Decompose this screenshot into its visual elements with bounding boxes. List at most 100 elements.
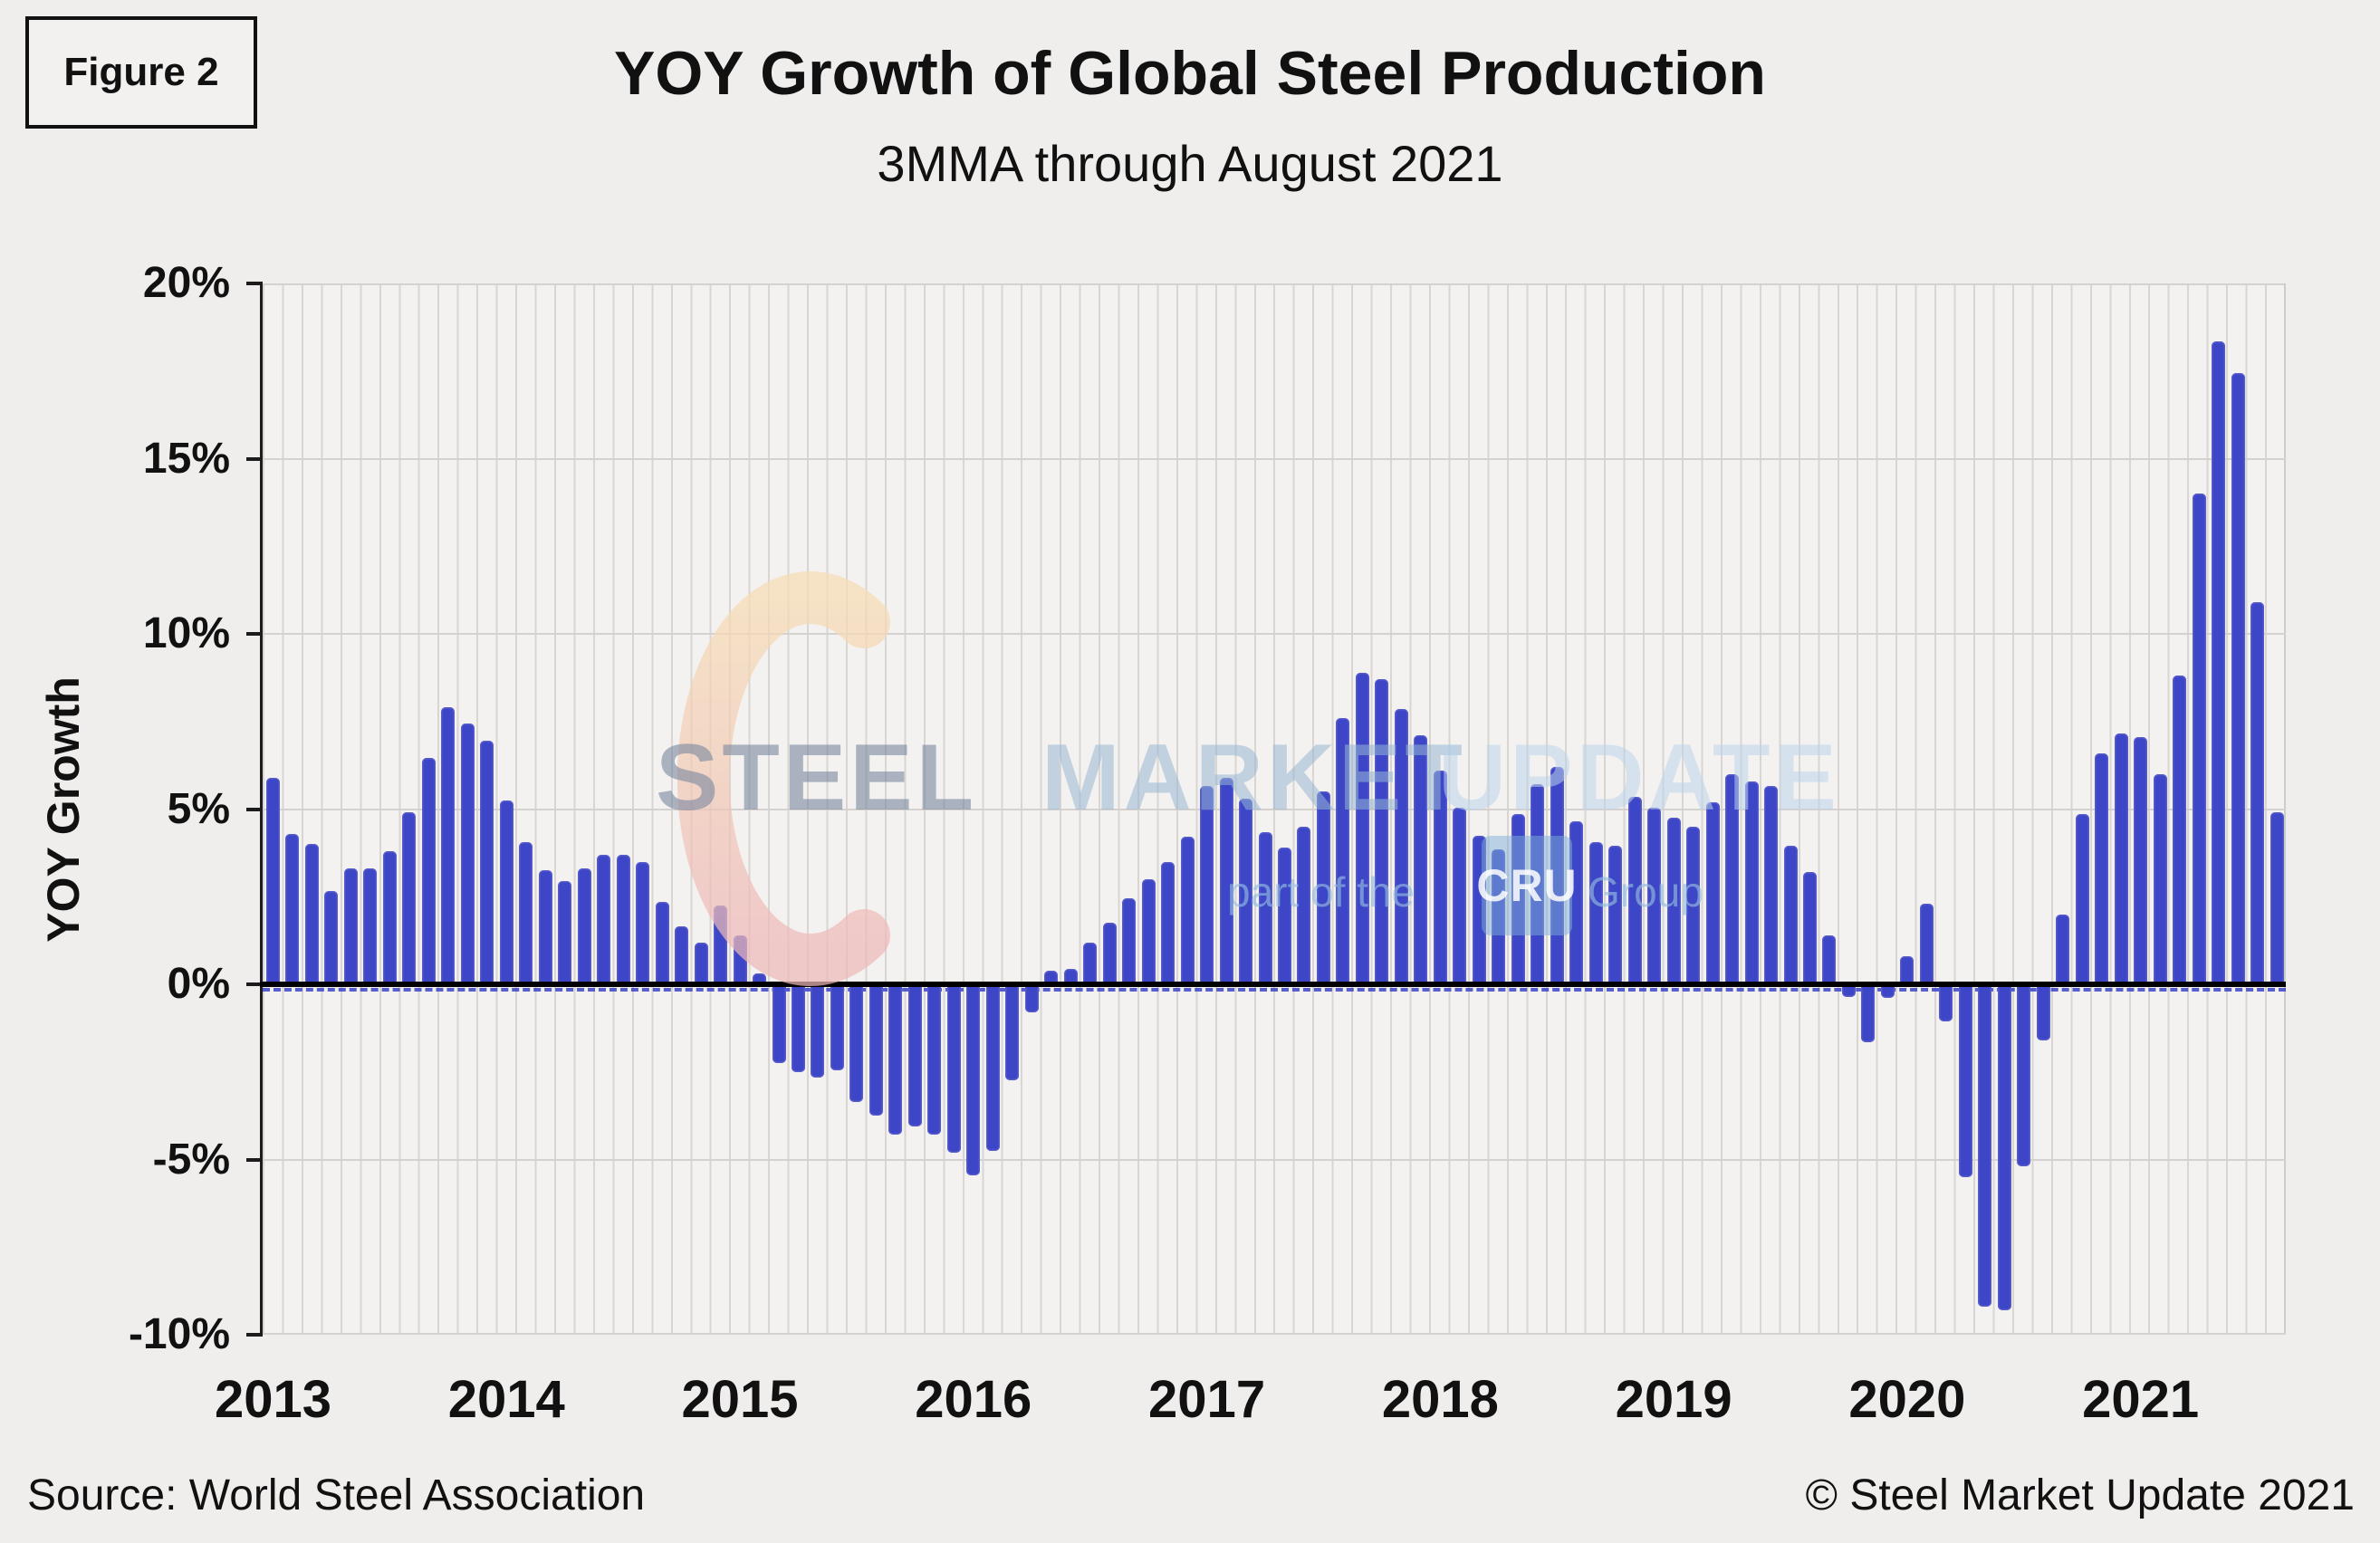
bar-2015-06 <box>830 984 844 1070</box>
x-tick-label-2020: 2020 <box>1848 1370 1966 1429</box>
bar-2020-10 <box>2075 814 2089 984</box>
gridline-15pct <box>263 457 2286 460</box>
x-tick-label-2015: 2015 <box>681 1370 799 1429</box>
bar-2017-09 <box>1355 672 1369 984</box>
bar-2014-08 <box>636 861 650 984</box>
bar-2021-04 <box>2192 494 2206 984</box>
bar-2019-10 <box>1841 984 1856 997</box>
bar-2020-05 <box>1978 984 1992 1308</box>
bar-2013-09 <box>421 758 436 984</box>
bar-2013-07 <box>382 850 397 984</box>
y-tick-label--10: -10% <box>128 1310 230 1358</box>
bar-2017-04 <box>1258 831 1272 984</box>
bar-2016-04 <box>1024 984 1039 1012</box>
x-tick-label-2018: 2018 <box>1381 1370 1499 1429</box>
bar-2019-04 <box>1725 773 1740 984</box>
bar-2018-04 <box>1492 849 1506 984</box>
bar-2021-06 <box>2231 372 2245 984</box>
bar-2014-05 <box>577 868 591 984</box>
bar-2018-07 <box>1550 767 1564 984</box>
copyright-note: © Steel Market Update 2021 <box>1805 1471 2355 1519</box>
bar-2019-07 <box>1783 846 1798 984</box>
bar-2014-06 <box>597 854 611 984</box>
zero-dashed-axis-line <box>263 988 2286 992</box>
bar-2018-12 <box>1647 807 1662 984</box>
bar-2017-07 <box>1316 791 1330 984</box>
plot-bottom-border <box>263 1333 2286 1335</box>
bar-2021-05 <box>2212 340 2226 984</box>
bar-2016-03 <box>1005 984 1020 1081</box>
bar-2020-06 <box>1997 984 2011 1310</box>
bar-2015-05 <box>811 984 825 1078</box>
plot-top-border <box>263 283 2286 285</box>
bar-2020-02 <box>1919 903 1934 984</box>
bar-2021-03 <box>2173 676 2187 984</box>
bar-2014-07 <box>616 854 630 984</box>
bar-2019-11 <box>1861 984 1876 1042</box>
x-tick-label-2021: 2021 <box>2082 1370 2200 1429</box>
bar-2017-06 <box>1297 826 1311 984</box>
y-tick-label-10: 10% <box>142 609 230 657</box>
bar-2017-01 <box>1200 786 1214 984</box>
bar-2013-08 <box>402 812 417 984</box>
bar-2019-05 <box>1744 781 1759 984</box>
bar-2016-02 <box>985 984 1000 1151</box>
bar-2020-03 <box>1939 984 1953 1021</box>
bar-2013-11 <box>460 723 475 984</box>
bar-2018-03 <box>1472 835 1486 984</box>
gridline--5pct <box>263 1158 2286 1161</box>
bar-2020-07 <box>2017 984 2031 1167</box>
bar-2018-05 <box>1511 814 1525 984</box>
bar-2016-09 <box>1122 898 1137 984</box>
bar-2014-10 <box>675 926 689 984</box>
bar-2015-04 <box>791 984 805 1072</box>
bar-2017-02 <box>1219 777 1233 984</box>
bar-2020-01 <box>1900 956 1915 984</box>
bar-2017-03 <box>1239 798 1253 984</box>
bar-2020-08 <box>2036 984 2050 1040</box>
bar-2018-06 <box>1531 784 1545 984</box>
bar-2021-08 <box>2270 812 2284 984</box>
bar-2017-12 <box>1414 735 1428 984</box>
gridline-10pct <box>263 633 2286 635</box>
bar-2014-01 <box>499 800 513 984</box>
bar-2018-10 <box>1608 846 1623 984</box>
x-tick-label-2019: 2019 <box>1615 1370 1732 1429</box>
y-tick-mark-0 <box>246 982 263 986</box>
bar-2020-04 <box>1958 984 1972 1177</box>
bar-2013-05 <box>343 868 358 984</box>
x-tick-label-2016: 2016 <box>915 1370 1032 1429</box>
bar-2019-09 <box>1822 934 1837 984</box>
source-note: Source: World Steel Association <box>27 1471 646 1519</box>
bar-2015-10 <box>907 984 922 1126</box>
bar-2018-11 <box>1627 796 1642 984</box>
bar-2013-02 <box>285 833 300 984</box>
figure-label: Figure 2 <box>63 50 219 94</box>
bar-2016-01 <box>966 984 981 1175</box>
y-tick-mark--5 <box>246 1157 263 1162</box>
bar-2015-08 <box>869 984 883 1117</box>
bar-2013-12 <box>480 741 494 984</box>
y-tick-mark-5 <box>246 807 263 811</box>
bar-2016-12 <box>1180 837 1195 984</box>
bar-2015-01 <box>733 934 747 984</box>
bar-2018-08 <box>1569 821 1584 984</box>
y-tick-label--5: -5% <box>152 1135 230 1184</box>
chart-subtitle: 3MMA through August 2021 <box>877 135 1503 192</box>
chart-title: YOY Growth of Global Steel Production <box>614 39 1766 108</box>
bar-2015-09 <box>888 984 903 1136</box>
bar-2016-10 <box>1141 878 1156 984</box>
x-tick-label-2014: 2014 <box>447 1370 565 1429</box>
bar-2021-07 <box>2250 602 2265 984</box>
plot-area <box>246 282 2286 1337</box>
gridline-5pct <box>263 808 2286 810</box>
bar-2019-03 <box>1705 801 1720 984</box>
bar-2014-11 <box>694 942 708 984</box>
bar-2020-09 <box>2056 914 2070 984</box>
bar-2014-09 <box>655 902 669 984</box>
bar-2020-12 <box>2114 733 2128 984</box>
bar-2014-12 <box>714 905 728 984</box>
bar-2017-08 <box>1336 717 1350 984</box>
bar-2013-01 <box>266 777 280 984</box>
bar-2014-02 <box>519 842 533 984</box>
